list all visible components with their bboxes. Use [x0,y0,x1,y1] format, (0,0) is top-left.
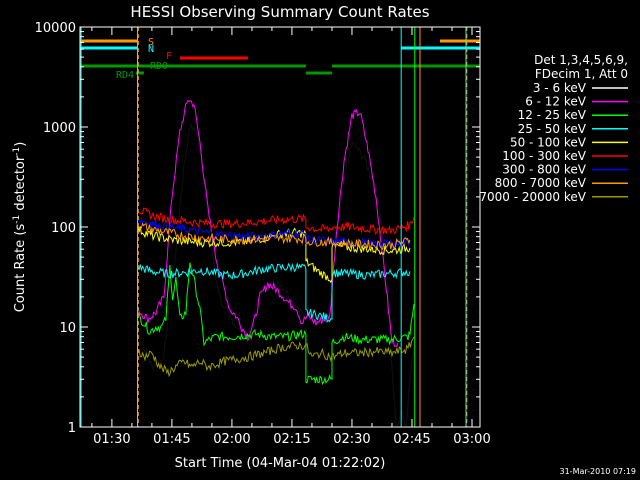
series-line [137,222,411,251]
y-tick-label: 1 [68,421,76,436]
series-line [137,261,411,323]
series-line [137,99,399,348]
series-line [137,207,415,235]
y-tick-label: 10000 [35,21,76,36]
state-label-s: S [148,37,154,48]
state-label-rd0: RD0 [150,61,168,72]
series-group [137,99,415,428]
legend-label: 12 - 25 keV [518,108,587,122]
x-axis-label: Start Time (04-Mar-04 01:22:02) [175,456,386,471]
y-axis-label-mid: detector [13,155,28,215]
state-label-f: F [166,51,172,62]
y-axis-label-main: Count Rate (s [13,224,28,313]
state-label-n: N [148,44,154,55]
legend-header-line2: FDecim 1, Att 0 [535,67,628,81]
x-tick-label: 03:00 [453,432,490,447]
x-tick-label: 02:15 [273,432,310,447]
legend-label: 50 - 100 keV [510,135,587,149]
x-tick-label: 02:00 [213,432,250,447]
series-line [137,123,415,428]
series-line [137,226,411,284]
series-line [137,336,415,378]
legend-label: 25 - 50 keV [518,122,587,136]
y-tick-label: 10 [59,321,76,336]
x-tick-label: 01:30 [93,432,130,447]
legend-label: 6 - 12 keV [525,95,587,109]
x-tick-label: 02:30 [333,432,370,447]
state-label-rd4: RD4 [116,70,134,81]
x-tick-label: 01:45 [153,432,190,447]
y-axis-label-exp2: -1 [12,147,22,156]
footer-date: 31-Mar-2010 07:19 [560,467,637,476]
y-axis-label: Count Rate (s-1 detector-1) [12,142,28,313]
axis-ticks: 01:30 01:45 02:00 02:15 02:30 02:45 03:00 1 10 10… [35,21,491,447]
y-axis-label-end: ) [13,142,28,147]
legend-label: 7000 - 20000 keV [479,190,586,204]
y-axis-label-exp1: -1 [12,215,22,224]
y-tick-label: 1000 [43,121,76,136]
legend: Det 1,3,4,5,6,9, FDecim 1, Att 0 3 - 6 k… [479,53,628,204]
legend-label: 100 - 300 keV [502,149,586,163]
y-tick-label: 100 [51,221,76,236]
legend-label: 300 - 800 keV [502,163,586,177]
legend-header-line1: Det 1,3,4,5,6,9, [534,53,628,67]
x-tick-label: 02:45 [393,432,430,447]
chart-title: HESSI Observing Summary Count Rates [130,3,429,21]
legend-label: 3 - 6 keV [533,81,587,95]
legend-label: 800 - 7000 keV [495,176,587,190]
series-line [137,262,415,386]
